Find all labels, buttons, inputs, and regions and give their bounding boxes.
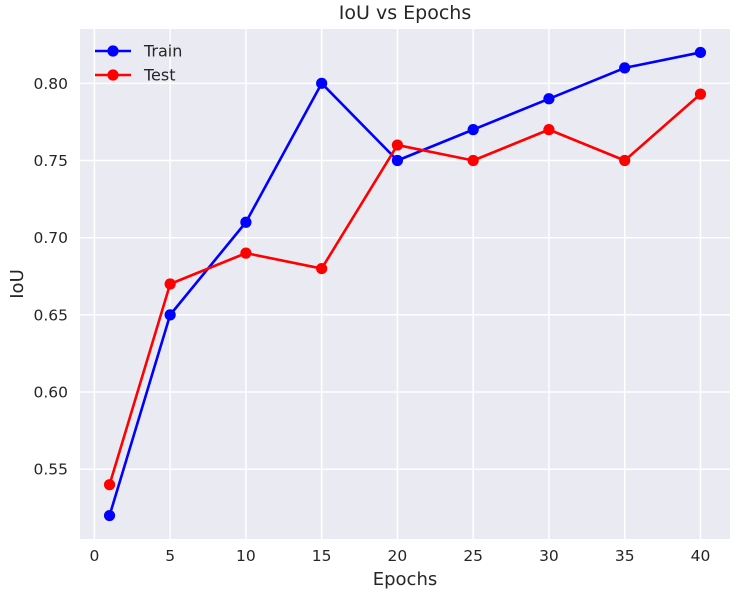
- x-tick-label: 30: [539, 547, 559, 565]
- y-tick-label: 0.65: [33, 306, 68, 324]
- legend-marker: [107, 69, 119, 81]
- data-point-train: [164, 309, 176, 321]
- data-point-test: [164, 278, 176, 290]
- y-tick-label: 0.70: [33, 229, 68, 247]
- legend-marker: [107, 45, 119, 57]
- legend: Train Test: [95, 42, 182, 85]
- data-point-train: [103, 509, 116, 522]
- x-tick-label: 20: [388, 547, 408, 565]
- legend-label: Test: [143, 66, 176, 85]
- y-tick-label: 0.80: [33, 75, 68, 93]
- chart-title: IoU vs Epochs: [339, 2, 471, 24]
- data-point-train: [316, 77, 328, 89]
- data-point-train: [467, 124, 479, 136]
- data-point-test: [316, 262, 328, 275]
- y-axis-ticks: 0.55 0.60 0.65 0.70 0.75 0.80: [33, 75, 68, 479]
- data-point-train: [240, 216, 252, 228]
- x-tick-label: 5: [165, 547, 175, 565]
- data-point-train: [694, 46, 707, 59]
- x-tick-label: 10: [236, 547, 256, 565]
- y-tick-label: 0.60: [33, 384, 68, 402]
- y-tick-label: 0.55: [33, 461, 68, 479]
- data-point-train: [619, 62, 631, 74]
- data-point-test: [240, 247, 252, 259]
- x-tick-label: 0: [89, 547, 99, 565]
- x-axis-ticks: 0 5 10 15 20 25 30 35 40: [89, 547, 710, 565]
- x-tick-label: 35: [615, 547, 635, 565]
- x-axis-label: Epochs: [373, 569, 438, 590]
- x-tick-label: 40: [691, 547, 711, 565]
- data-point-train: [391, 154, 404, 167]
- plot-background: [80, 29, 730, 539]
- legend-item-test: Test: [95, 66, 176, 85]
- x-tick-label: 15: [312, 547, 332, 565]
- series-train: [103, 46, 707, 522]
- data-point-test: [103, 479, 116, 491]
- y-axis-label: IoU: [7, 269, 28, 299]
- data-point-test: [391, 139, 404, 151]
- legend-label: Train: [143, 42, 182, 61]
- series-test: [103, 88, 707, 491]
- data-point-test: [619, 154, 631, 167]
- data-point-test: [543, 124, 555, 136]
- y-tick-label: 0.75: [33, 152, 68, 170]
- series-lines: [103, 46, 707, 522]
- x-tick-label: 25: [463, 547, 483, 565]
- legend-item-train: Train: [95, 42, 182, 61]
- data-point-test: [467, 154, 479, 167]
- data-point-train: [543, 93, 555, 105]
- data-point-test: [694, 88, 707, 100]
